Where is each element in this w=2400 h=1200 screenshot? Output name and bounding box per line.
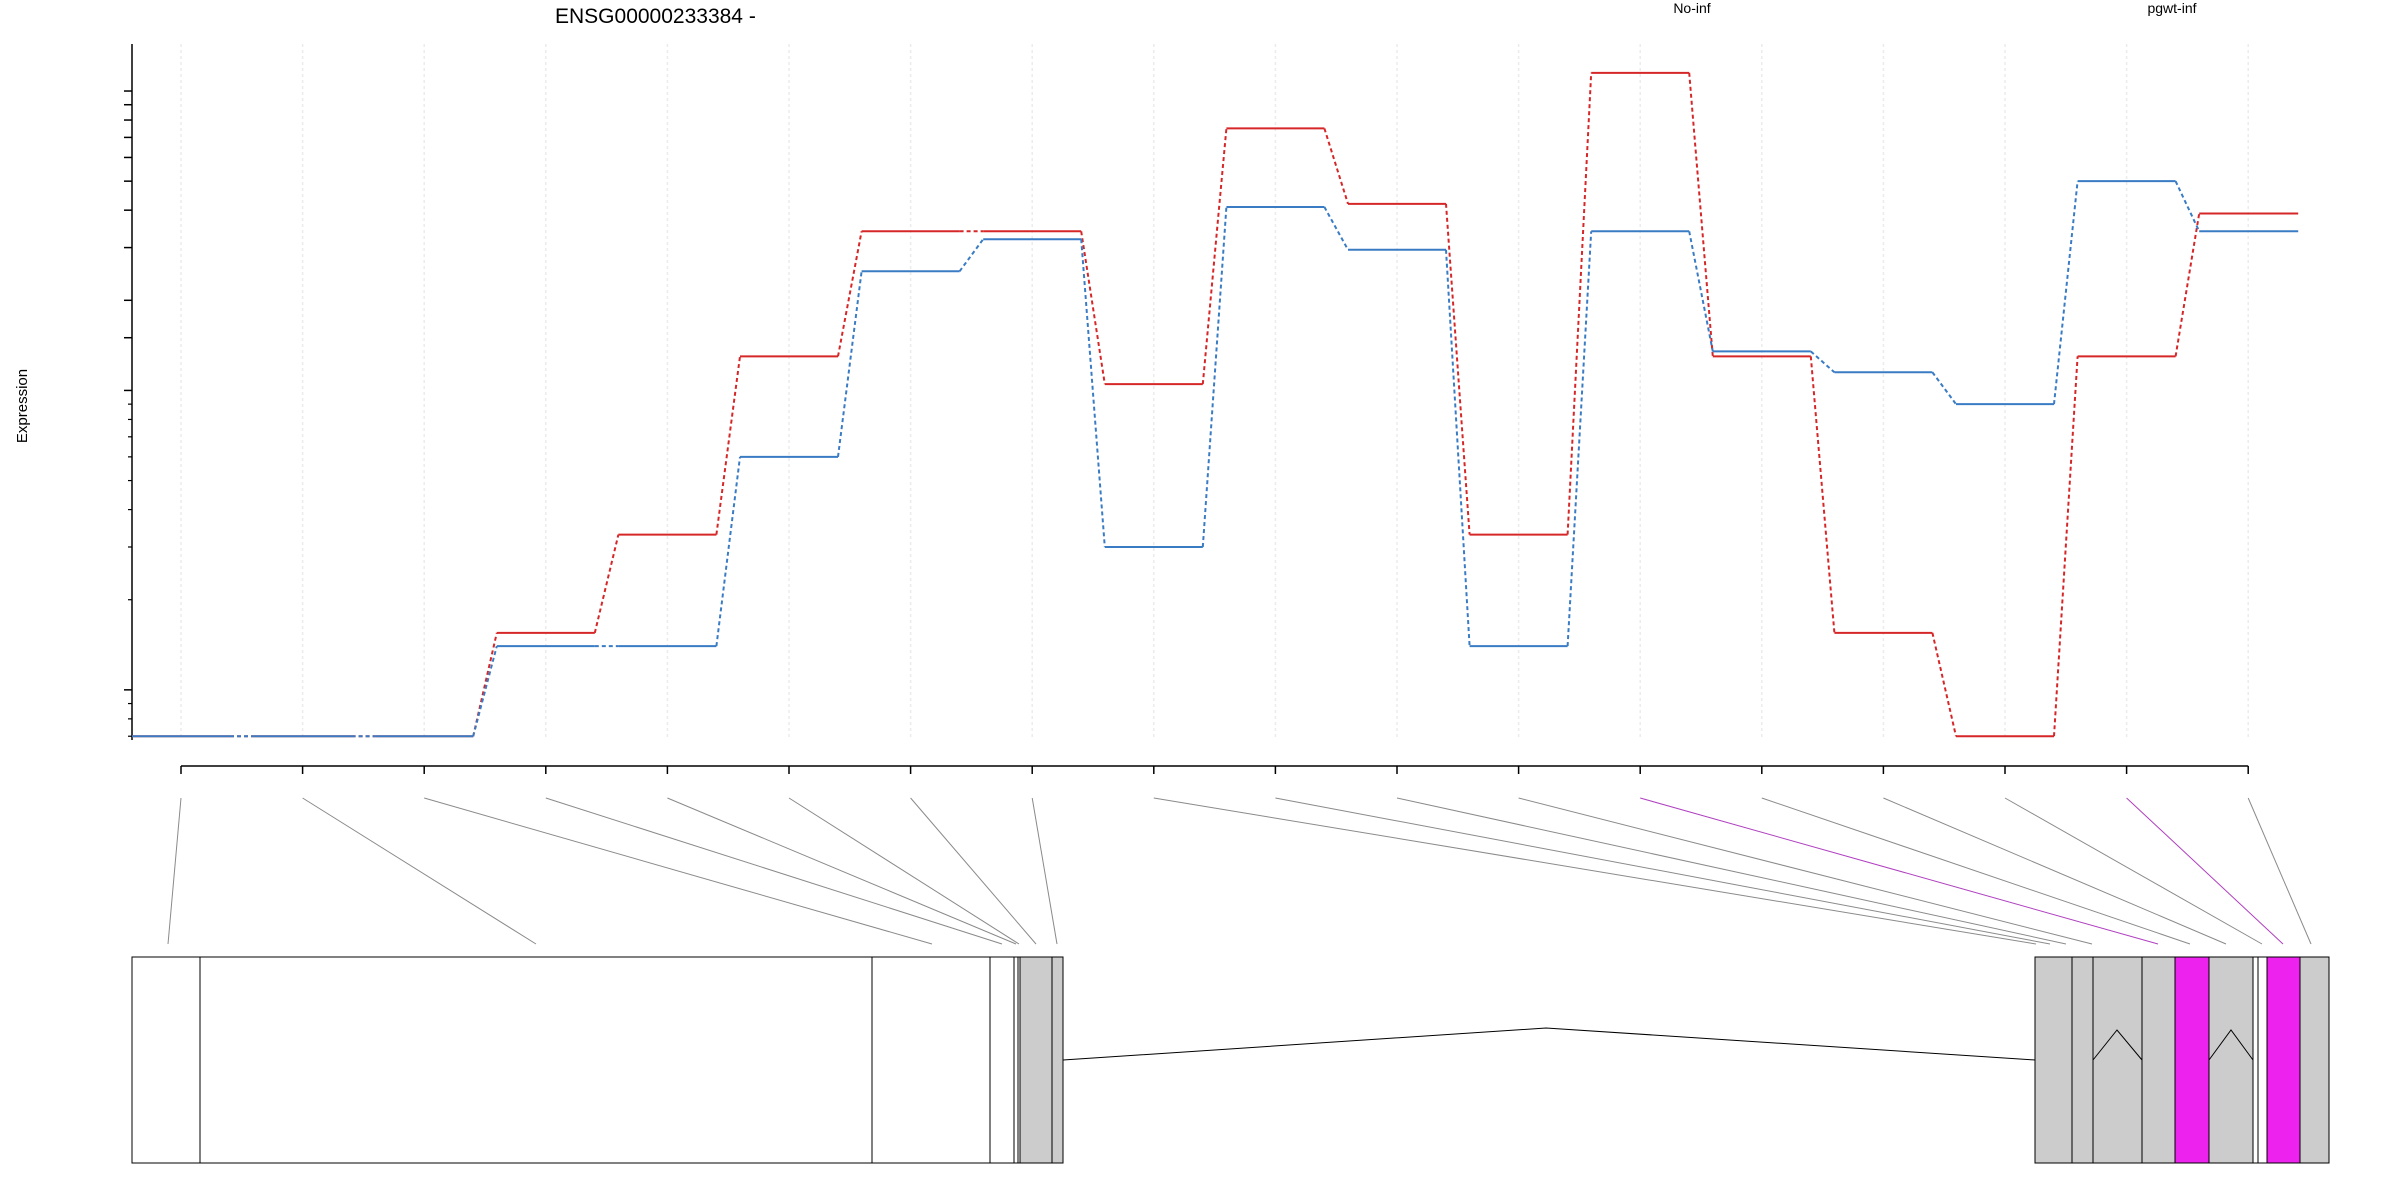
series-join (1323, 128, 1349, 205)
series-join (2053, 356, 2079, 737)
exon-box-e013 (2174, 956, 2210, 1164)
series-join (715, 356, 741, 535)
series-pgwt-inf (132, 180, 2299, 738)
exon-box-e012 (2141, 956, 2176, 1164)
exon-box-e001 (131, 956, 201, 1164)
series-layer (132, 71, 2299, 738)
series-join (1080, 231, 1106, 385)
connector-e013 (1640, 797, 2159, 945)
exon-box-e005 (1013, 956, 1019, 1164)
exon-box-e010 (2071, 956, 2094, 1164)
connector-e009 (1153, 797, 2037, 945)
series-join (472, 645, 498, 737)
connector-e014 (1761, 797, 2191, 945)
exon-box-e015 (2252, 956, 2259, 1164)
connector-e007 (910, 797, 1037, 945)
connector-e002 (302, 797, 537, 945)
series-join (593, 534, 620, 634)
connector-e008 (1031, 797, 1058, 945)
series-join (715, 456, 741, 647)
series-join (1931, 632, 1957, 737)
series-no-inf (132, 71, 2299, 738)
legend-pgwt-inf: pgwt-inf (2147, 0, 2196, 16)
connector-e012 (1518, 797, 2093, 945)
exon-box-e004 (989, 956, 1015, 1164)
intron-line (1062, 1027, 2036, 1061)
series-join (1445, 203, 1471, 535)
connector-e016 (2004, 797, 2263, 945)
connector-e006 (788, 797, 1020, 945)
series-join (1201, 128, 1228, 385)
y-axis-title: Expression (14, 369, 31, 443)
connector-e010 (1275, 797, 2051, 945)
exon-box-e008 (1051, 956, 1064, 1164)
series-join (1566, 72, 1593, 535)
connector-e003 (424, 797, 933, 945)
chart-title: ENSG00000233384 - (555, 5, 756, 28)
series-join (1201, 206, 1228, 548)
series-join (2174, 180, 2201, 232)
exon-box-e002 (199, 956, 873, 1164)
exon-box-e011 (2092, 956, 2143, 1164)
series-join (1809, 356, 1836, 633)
series-join (1445, 249, 1471, 647)
axes-layer (124, 44, 2249, 774)
connector-e005 (667, 797, 1017, 945)
series-join (837, 231, 863, 357)
connector-e018 (2247, 797, 2312, 945)
connector-e017 (2126, 797, 2284, 945)
series-join (1810, 350, 1836, 374)
intron-line (2092, 1029, 2143, 1061)
exon-box-e014 (2208, 956, 2254, 1164)
series-join (837, 271, 863, 457)
exon-box-e003 (871, 956, 991, 1164)
series-join (1688, 231, 1714, 352)
connector-e004 (545, 797, 1003, 945)
series-join (2053, 181, 2079, 405)
series-join (1323, 206, 1349, 251)
series-join (1566, 231, 1593, 647)
series-join (1080, 239, 1106, 548)
series-join (958, 238, 985, 272)
gene-model (131, 956, 2330, 1164)
exon-box-e016 (2257, 956, 2268, 1164)
series-join (2174, 213, 2201, 357)
connector-e001 (167, 797, 182, 945)
legend-no-inf: No-inf (1673, 0, 1710, 16)
connector-e011 (1396, 797, 2067, 945)
connector-e015 (1883, 797, 2227, 945)
grid-layer (180, 44, 2249, 738)
series-join (1931, 371, 1957, 405)
exon-box-e009 (2034, 956, 2073, 1164)
exon-box-e017 (2266, 956, 2301, 1164)
series-join (1688, 72, 1714, 357)
exon-box-e007 (1019, 956, 1053, 1164)
connector-layer (167, 797, 2312, 945)
exon-box-e018 (2299, 956, 2330, 1164)
intron-line (2208, 1029, 2254, 1061)
